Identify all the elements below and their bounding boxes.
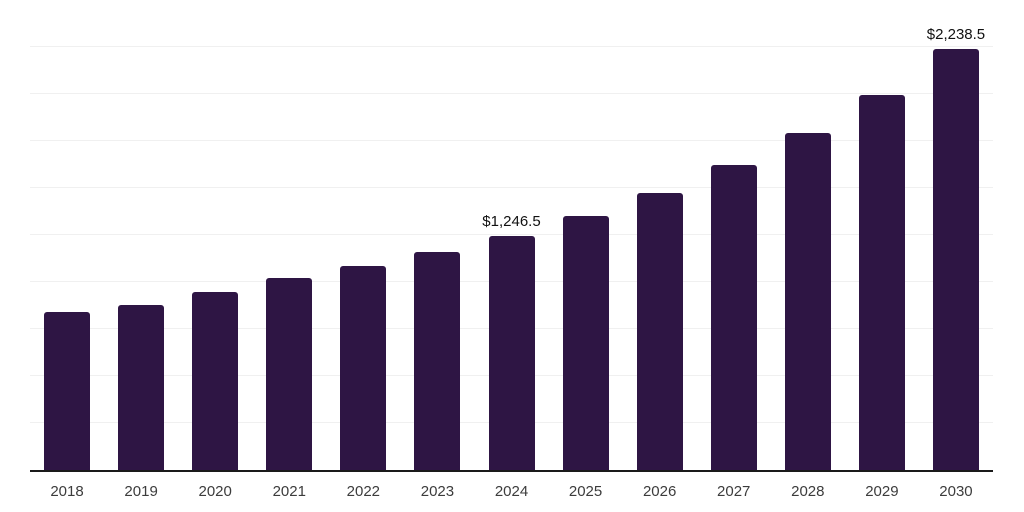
x-tick-2023: 2023 (420, 483, 455, 500)
gridline (30, 46, 993, 47)
x-tick-2030: 2030 (939, 483, 973, 500)
gridline (30, 93, 993, 94)
bar-2018 (44, 312, 91, 470)
gridline (30, 187, 993, 188)
gridline (30, 234, 993, 235)
x-tick-2028: 2028 (791, 483, 825, 500)
x-tick-2019: 2019 (124, 483, 158, 500)
x-tick-2020: 2020 (198, 483, 232, 500)
bar-2021 (266, 278, 313, 470)
x-axis-line (30, 470, 993, 472)
bar-2026 (636, 193, 683, 470)
bar-2029 (858, 95, 905, 470)
x-tick-2029: 2029 (865, 483, 899, 500)
plot-area: $1,246.5 $2,238.5 (30, 0, 993, 472)
x-tick-2027: 2027 (717, 483, 751, 500)
bar-2028 (784, 133, 831, 470)
data-label-2030: $2,238.5 (926, 26, 986, 44)
x-tick-2018: 2018 (50, 483, 84, 500)
x-tick-2026: 2026 (642, 483, 677, 500)
x-axis-labels: 2018 2019 2020 2021 2022 2023 2024 2025 2026 2027… (30, 484, 993, 504)
x-tick-2024: 2024 (494, 483, 529, 500)
gridline (30, 140, 993, 141)
bar-2030 (932, 49, 979, 470)
bar-2022 (340, 265, 387, 470)
bar-2024 (488, 235, 535, 470)
bar-2025 (562, 216, 609, 470)
x-tick-2022: 2022 (346, 483, 381, 500)
bar-2027 (710, 165, 757, 470)
bar-2020 (192, 291, 239, 470)
data-label-2024: $1,246.5 (482, 212, 541, 230)
x-tick-2021: 2021 (272, 483, 306, 500)
x-tick-2025: 2025 (568, 483, 603, 500)
bar-2019 (118, 304, 165, 470)
bar-2023 (414, 251, 461, 470)
